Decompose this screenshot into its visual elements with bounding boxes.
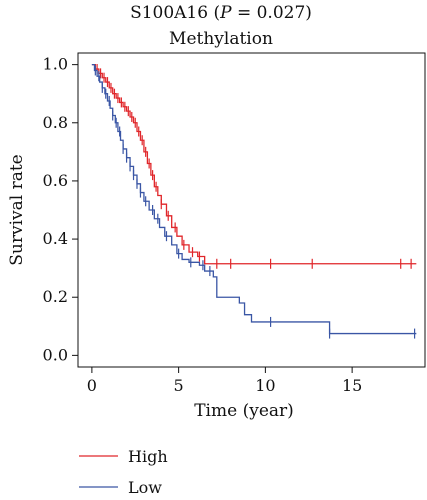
survival-curve-high xyxy=(91,63,417,265)
chart-subtitle: Methylation xyxy=(169,29,273,49)
survival-curve-low xyxy=(91,63,417,335)
legend-label-low: Low xyxy=(128,478,162,497)
y-tick-label: 0.8 xyxy=(43,113,68,132)
chart-title-group: S100A16 (P = 0.027) Methylation xyxy=(130,3,312,49)
y-tick-label: 0.2 xyxy=(43,287,68,306)
x-tick-label: 10 xyxy=(255,376,275,395)
legend: High Low xyxy=(79,447,168,497)
x-tick-label: 15 xyxy=(342,376,362,395)
plot-frame xyxy=(77,52,426,368)
y-axis-label: Survival rate xyxy=(7,154,27,266)
y-tick-label: 1.0 xyxy=(43,55,68,74)
x-axis-label: Time (year) xyxy=(194,401,294,421)
axes: 0 5 10 15 0.0 0.2 0.4 0.6 0.8 1.0 xyxy=(43,55,363,395)
y-tick-label: 0.0 xyxy=(43,345,68,364)
x-tick-label: 0 xyxy=(87,376,97,395)
series-high xyxy=(91,63,417,269)
legend-label-high: High xyxy=(128,447,168,466)
series-layer xyxy=(91,63,417,339)
series-low xyxy=(91,63,417,339)
y-tick-label: 0.6 xyxy=(43,171,68,190)
x-tick-label: 5 xyxy=(174,376,184,395)
y-tick-label: 0.4 xyxy=(43,229,68,248)
chart-title: S100A16 (P = 0.027) xyxy=(130,3,312,23)
